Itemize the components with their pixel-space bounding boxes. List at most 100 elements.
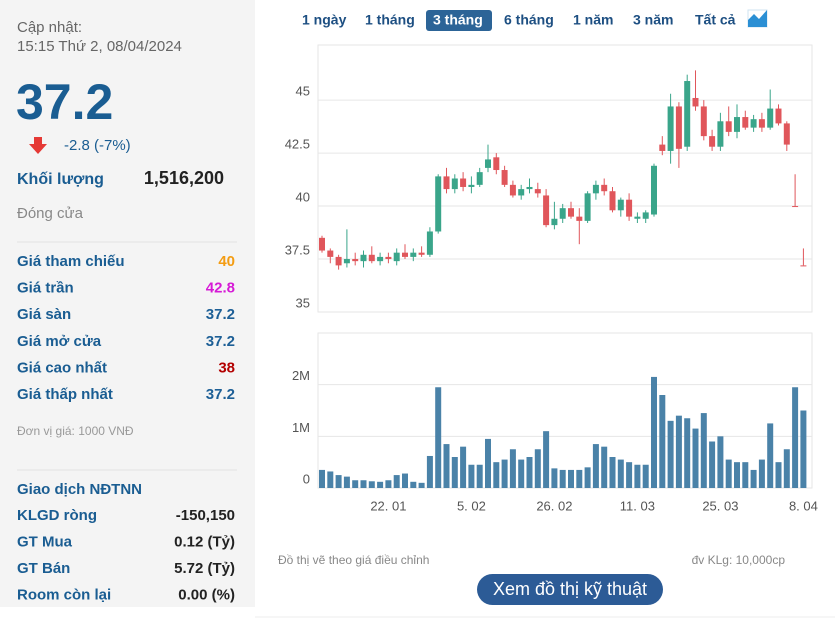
volume-bar bbox=[651, 376, 657, 488]
volume-bar bbox=[750, 469, 757, 488]
left-panel bbox=[0, 0, 255, 607]
down-arrow bbox=[29, 137, 47, 154]
volume-bar bbox=[584, 467, 591, 488]
candle-body bbox=[767, 108, 774, 128]
price-row-value: 38 bbox=[218, 359, 235, 376]
volume-bar bbox=[518, 459, 525, 488]
range-tab[interactable]: 6 tháng bbox=[504, 12, 554, 28]
volume-bar bbox=[717, 436, 724, 488]
range-tab[interactable]: 1 tháng bbox=[365, 12, 415, 28]
volume-bar bbox=[734, 462, 740, 488]
candle-body bbox=[609, 191, 616, 211]
y-tick-label: 1M bbox=[292, 420, 310, 435]
candle-body bbox=[385, 256, 392, 260]
range-tab[interactable]: Tất cả bbox=[695, 12, 736, 28]
candle-body bbox=[576, 216, 583, 221]
volume-bar bbox=[675, 415, 682, 488]
range-tab[interactable]: 3 tháng bbox=[433, 12, 483, 28]
volume-bar bbox=[393, 475, 400, 488]
candle-body bbox=[758, 119, 765, 128]
candle-body bbox=[617, 199, 624, 211]
candle-body bbox=[675, 106, 682, 149]
volume-bar bbox=[742, 462, 749, 488]
candle-body bbox=[451, 178, 458, 190]
candle-body bbox=[734, 117, 740, 132]
candle-body bbox=[443, 176, 450, 190]
volume-bar bbox=[709, 441, 716, 488]
technical-chart-button[interactable] bbox=[477, 574, 663, 605]
volume-bar bbox=[319, 469, 325, 488]
candle-body bbox=[501, 170, 508, 185]
y-tick-label: 45 bbox=[296, 84, 310, 99]
price-row-value: 40 bbox=[218, 253, 235, 270]
range-tab[interactable]: 3 năm bbox=[633, 12, 673, 28]
volume-bar bbox=[360, 480, 367, 488]
volume-bar bbox=[443, 444, 450, 488]
volume-bar bbox=[609, 457, 616, 488]
y-tick-label: 0 bbox=[303, 471, 310, 486]
volume-bar bbox=[617, 459, 624, 488]
price-row-value: 37.2 bbox=[206, 333, 235, 350]
volume-bar bbox=[335, 475, 342, 488]
volume-bar bbox=[684, 418, 691, 488]
update-label: Cập nhật: bbox=[17, 19, 82, 36]
volume-label: Khối lượng bbox=[17, 171, 104, 188]
candle-body bbox=[543, 195, 550, 226]
volume-bar bbox=[368, 481, 375, 488]
range-tab[interactable]: 1 năm bbox=[573, 12, 613, 28]
volume-bar bbox=[476, 464, 483, 488]
x-tick-label: 26. 02 bbox=[536, 498, 572, 513]
y-tick-label: 2M bbox=[292, 368, 310, 383]
volume-bar bbox=[410, 481, 417, 488]
price-row-label: Giá sàn bbox=[17, 306, 71, 323]
y-tick-label: 35 bbox=[296, 295, 310, 310]
volume-bar bbox=[783, 449, 790, 488]
candle-body bbox=[509, 184, 516, 196]
candle-body bbox=[435, 176, 442, 232]
volume-bar bbox=[559, 469, 566, 488]
candle-body bbox=[717, 121, 724, 147]
candle-body bbox=[634, 216, 641, 219]
foreign-row-label: KLGD ròng bbox=[17, 507, 97, 524]
candle-body bbox=[393, 252, 400, 262]
volume-bar bbox=[725, 459, 732, 488]
volume-bar bbox=[576, 469, 583, 488]
volume-bar bbox=[460, 446, 467, 488]
x-tick-label: 22. 01 bbox=[370, 498, 406, 513]
candle-body bbox=[725, 121, 732, 132]
candle-body bbox=[667, 106, 674, 151]
y-tick-label: 40 bbox=[296, 189, 310, 204]
candle-body bbox=[410, 252, 417, 257]
volume-bar bbox=[667, 420, 674, 488]
candle-body bbox=[700, 106, 707, 137]
volume-bar bbox=[551, 468, 558, 488]
price-row-label: Giá trần bbox=[17, 280, 74, 297]
candle-body bbox=[526, 186, 533, 190]
candle-body bbox=[476, 172, 483, 185]
foreign-row-value: 0.00 (%) bbox=[178, 586, 235, 603]
price-row-value: 42.8 bbox=[206, 280, 235, 297]
technical-chart-button-label[interactable]: Xem đồ thị kỹ thuật bbox=[493, 579, 647, 599]
volume-bar bbox=[451, 457, 458, 488]
candle-body bbox=[352, 259, 359, 262]
volume-bar bbox=[377, 481, 384, 488]
range-tab[interactable]: 1 ngày bbox=[302, 12, 347, 28]
candle-body bbox=[534, 189, 541, 194]
tab-active-bg bbox=[426, 10, 492, 31]
price-row-value: 37.2 bbox=[206, 306, 235, 323]
candle-body bbox=[460, 178, 467, 187]
x-tick-label: 5. 02 bbox=[457, 498, 486, 513]
volume-bar bbox=[352, 480, 359, 488]
candle-body bbox=[642, 212, 649, 219]
chart-note: Đồ thị vẽ theo giá điều chỉnh bbox=[278, 553, 429, 567]
candle-body bbox=[327, 250, 334, 257]
candle-body bbox=[551, 218, 558, 226]
x-tick-label: 25. 03 bbox=[702, 498, 738, 513]
foreign-row-label: GT Mua bbox=[17, 533, 73, 550]
volume-bar bbox=[659, 395, 666, 488]
volume-bar bbox=[343, 476, 350, 488]
candle-body bbox=[568, 208, 574, 217]
candle-body bbox=[335, 256, 342, 266]
volume-bar bbox=[327, 471, 334, 488]
